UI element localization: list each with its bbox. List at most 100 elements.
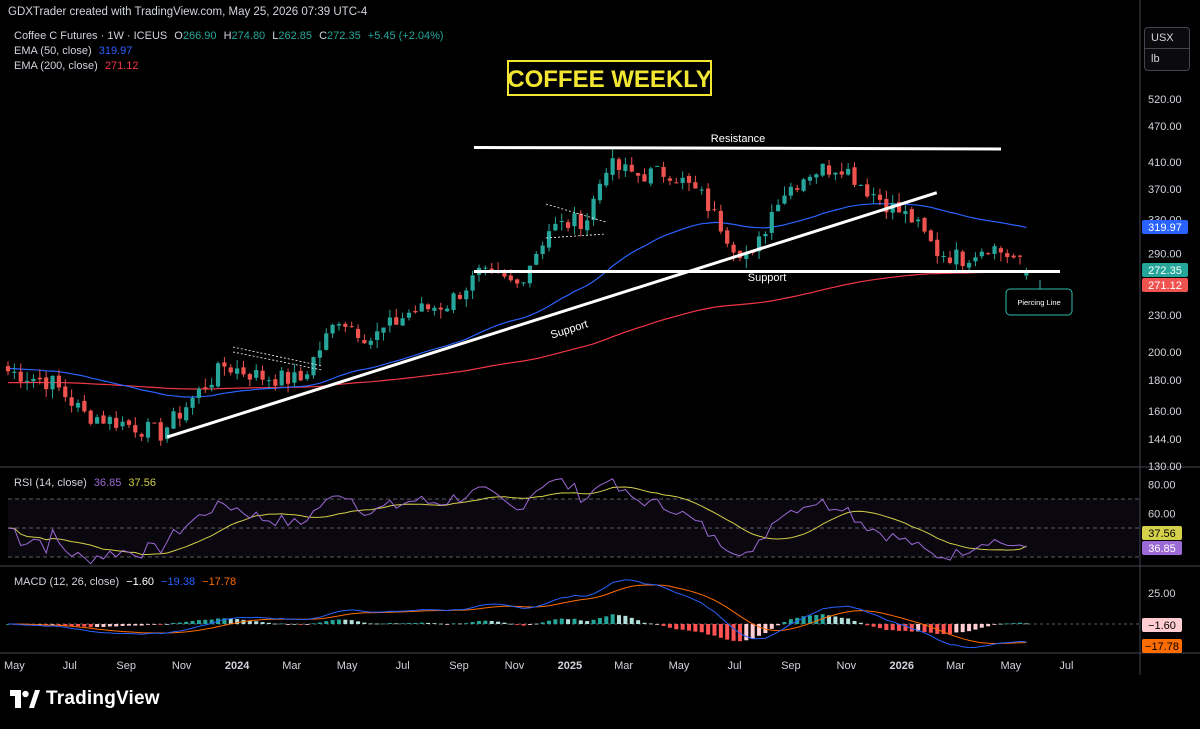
- candle[interactable]: [222, 356, 227, 376]
- candle[interactable]: [1011, 253, 1016, 259]
- candle[interactable]: [406, 309, 412, 321]
- candle[interactable]: [922, 217, 927, 234]
- candle[interactable]: [413, 305, 418, 314]
- candlestick-series[interactable]: [5, 149, 1029, 446]
- candle[interactable]: [973, 252, 978, 267]
- candle[interactable]: [324, 328, 329, 351]
- macd-legend[interactable]: MACD (12, 26, close) −1.60 −19.38 −17.78: [14, 576, 240, 588]
- candle[interactable]: [616, 157, 622, 179]
- candle[interactable]: [95, 414, 100, 424]
- candle[interactable]: [470, 270, 475, 299]
- candle[interactable]: [215, 361, 221, 388]
- candle[interactable]: [311, 356, 316, 379]
- candle[interactable]: [935, 232, 940, 264]
- chart-title-box[interactable]: [507, 60, 712, 96]
- candle[interactable]: [712, 201, 717, 212]
- candle[interactable]: [884, 190, 889, 220]
- candle[interactable]: [585, 213, 590, 236]
- candle[interactable]: [954, 242, 959, 271]
- candle[interactable]: [839, 162, 844, 179]
- candle[interactable]: [343, 321, 348, 333]
- candle[interactable]: [120, 416, 125, 430]
- candle[interactable]: [591, 195, 596, 226]
- candle[interactable]: [336, 321, 342, 331]
- candle[interactable]: [718, 204, 723, 235]
- candle[interactable]: [451, 292, 456, 314]
- candle[interactable]: [909, 206, 914, 223]
- candle[interactable]: [190, 395, 195, 415]
- candle[interactable]: [349, 321, 354, 328]
- candle[interactable]: [133, 417, 138, 438]
- candle[interactable]: [50, 375, 55, 399]
- symbol-name[interactable]: Coffee C Futures · 1W · ICEUS: [14, 30, 168, 42]
- candle[interactable]: [801, 177, 806, 193]
- ema200-legend[interactable]: EMA (200, close) 271.12: [14, 60, 142, 72]
- candle[interactable]: [661, 161, 666, 183]
- unit-selector[interactable]: USX lb: [1144, 27, 1190, 71]
- candle[interactable]: [158, 417, 163, 446]
- candle[interactable]: [578, 210, 583, 237]
- candle[interactable]: [381, 327, 386, 341]
- currency-label[interactable]: USX: [1145, 28, 1189, 49]
- candle[interactable]: [546, 223, 552, 252]
- candle[interactable]: [680, 171, 685, 190]
- candle[interactable]: [305, 371, 310, 382]
- rsi-legend[interactable]: RSI (14, close) 36.85 37.56: [14, 477, 160, 489]
- candle[interactable]: [534, 251, 539, 266]
- candle[interactable]: [260, 365, 265, 385]
- candle[interactable]: [419, 297, 424, 312]
- rsi-ma-tag[interactable]: 37.56: [1142, 526, 1182, 540]
- candle[interactable]: [171, 407, 176, 429]
- candle[interactable]: [114, 411, 119, 431]
- candle[interactable]: [56, 369, 62, 392]
- candle[interactable]: [833, 172, 838, 181]
- candle[interactable]: [44, 371, 49, 397]
- candle[interactable]: [947, 250, 953, 265]
- candle[interactable]: [145, 418, 151, 443]
- candle[interactable]: [610, 149, 615, 181]
- piercing-line-callout[interactable]: [1005, 288, 1073, 316]
- candle[interactable]: [101, 410, 106, 424]
- candle[interactable]: [979, 248, 984, 259]
- candle[interactable]: [279, 367, 284, 387]
- candle[interactable]: [941, 251, 946, 263]
- rsi-tag[interactable]: 36.85: [1142, 541, 1182, 555]
- candle[interactable]: [928, 229, 933, 243]
- candle[interactable]: [254, 364, 259, 381]
- candle[interactable]: [597, 179, 603, 204]
- candle[interactable]: [1017, 254, 1023, 265]
- candle[interactable]: [394, 308, 399, 325]
- candle[interactable]: [235, 360, 240, 380]
- candle[interactable]: [107, 415, 112, 431]
- candle[interactable]: [693, 175, 698, 189]
- ema50-price-tag[interactable]: 319.97: [1142, 220, 1188, 234]
- last-price-tag[interactable]: 272.35: [1142, 263, 1188, 277]
- candle[interactable]: [706, 183, 711, 219]
- candle[interactable]: [814, 173, 819, 184]
- tradingview-logo[interactable]: TradingView: [10, 688, 160, 710]
- measure-label[interactable]: lb: [1151, 53, 1160, 65]
- candle[interactable]: [820, 163, 825, 178]
- candle[interactable]: [992, 243, 997, 260]
- candle[interactable]: [966, 260, 972, 272]
- candle[interactable]: [629, 157, 634, 173]
- candle[interactable]: [903, 205, 908, 224]
- candle[interactable]: [986, 252, 991, 256]
- candle[interactable]: [241, 360, 246, 377]
- candle[interactable]: [763, 231, 768, 244]
- candle[interactable]: [744, 245, 749, 269]
- candle[interactable]: [553, 216, 558, 232]
- candle[interactable]: [75, 399, 81, 412]
- candle[interactable]: [184, 402, 189, 423]
- macd-signal-tag[interactable]: −17.78: [1142, 639, 1182, 653]
- candle[interactable]: [298, 366, 303, 382]
- candle[interactable]: [623, 157, 628, 177]
- candle[interactable]: [636, 172, 641, 183]
- candle[interactable]: [285, 368, 291, 393]
- candle[interactable]: [795, 184, 800, 193]
- time-axis[interactable]: May Jul Sep Nov 2024 Mar May Jul Sep Nov 2025 Mar Ma…: [4, 660, 1073, 672]
- candle[interactable]: [196, 386, 202, 404]
- candle[interactable]: [387, 309, 392, 333]
- candle[interactable]: [871, 187, 876, 204]
- candle[interactable]: [807, 174, 813, 186]
